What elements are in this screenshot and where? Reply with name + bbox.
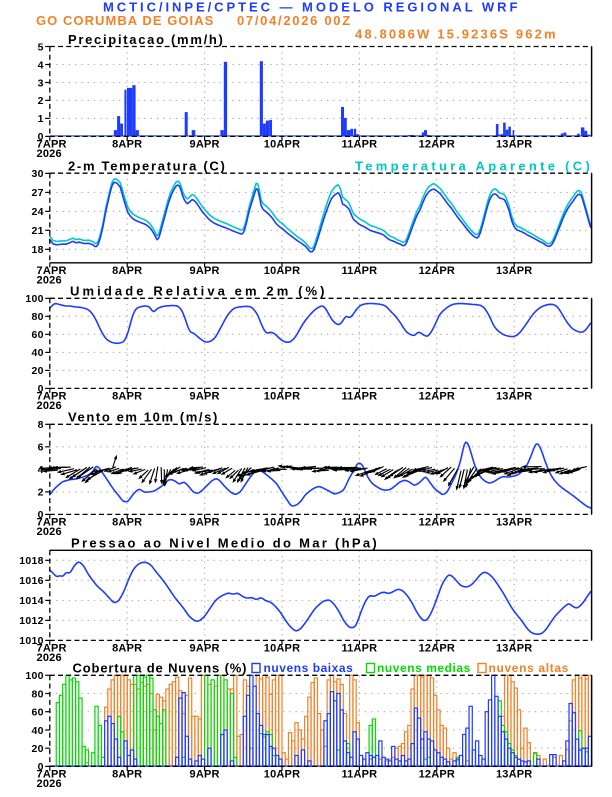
svg-text:nuvens baixas: nuvens baixas xyxy=(264,661,354,675)
svg-text:9APR: 9APR xyxy=(190,516,220,528)
svg-text:13APR: 13APR xyxy=(496,516,532,528)
svg-text:13APR: 13APR xyxy=(496,138,532,150)
svg-text:21: 21 xyxy=(32,225,44,237)
svg-text:1012: 1012 xyxy=(19,615,44,627)
svg-text:13APR: 13APR xyxy=(496,768,532,780)
svg-text:12APR: 12APR xyxy=(419,265,455,277)
svg-text:20: 20 xyxy=(32,365,44,377)
svg-text:20: 20 xyxy=(32,743,44,755)
svg-text:9APR: 9APR xyxy=(190,768,220,780)
svg-text:60: 60 xyxy=(32,329,44,341)
svg-text:12APR: 12APR xyxy=(419,138,455,150)
svg-text:11APR: 11APR xyxy=(341,265,377,277)
svg-text:Temperatura Aparente (C): Temperatura Aparente (C) xyxy=(355,158,593,173)
svg-text:2026: 2026 xyxy=(37,778,62,790)
svg-text:07/04/2026 00Z: 07/04/2026 00Z xyxy=(237,13,352,28)
svg-text:nuvens medias: nuvens medias xyxy=(377,661,471,675)
svg-text:8APR: 8APR xyxy=(112,516,142,528)
svg-text:8APR: 8APR xyxy=(112,138,142,150)
svg-text:1018: 1018 xyxy=(19,555,44,567)
svg-text:9APR: 9APR xyxy=(190,138,220,150)
svg-text:8APR: 8APR xyxy=(112,768,142,780)
svg-text:60: 60 xyxy=(32,707,44,719)
svg-text:12APR: 12APR xyxy=(419,642,455,654)
svg-text:2: 2 xyxy=(38,487,44,499)
svg-text:4: 4 xyxy=(38,59,44,71)
svg-text:13APR: 13APR xyxy=(496,265,532,277)
svg-text:2026: 2026 xyxy=(37,274,62,286)
svg-text:2-m Temperatura (C): 2-m Temperatura (C) xyxy=(68,158,226,173)
svg-text:12APR: 12APR xyxy=(419,768,455,780)
svg-text:11APR: 11APR xyxy=(341,390,377,402)
svg-text:12APR: 12APR xyxy=(419,390,455,402)
svg-text:9APR: 9APR xyxy=(190,390,220,402)
svg-text:11APR: 11APR xyxy=(341,642,377,654)
svg-text:GO CORUMBA DE GOIAS: GO CORUMBA DE GOIAS xyxy=(36,13,214,28)
svg-text:30: 30 xyxy=(32,168,44,180)
svg-text:10APR: 10APR xyxy=(264,265,300,277)
svg-text:1014: 1014 xyxy=(19,595,44,607)
svg-text:Vento em 10m (m/s): Vento em 10m (m/s) xyxy=(68,410,219,425)
svg-text:13APR: 13APR xyxy=(496,390,532,402)
svg-text:80: 80 xyxy=(32,688,44,700)
svg-text:10APR: 10APR xyxy=(264,138,300,150)
svg-text:Precipitacao (mm/h): Precipitacao (mm/h) xyxy=(68,32,225,47)
svg-text:Cobertura de Nuvens (%): Cobertura de Nuvens (%) xyxy=(73,661,248,676)
svg-text:18: 18 xyxy=(32,244,44,256)
svg-text:11APR: 11APR xyxy=(341,516,377,528)
svg-text:40: 40 xyxy=(32,347,44,359)
svg-text:10APR: 10APR xyxy=(264,768,300,780)
svg-text:24: 24 xyxy=(32,206,44,218)
svg-text:nuvens altas: nuvens altas xyxy=(489,661,570,675)
svg-text:48.8086W 15.9236S 962m: 48.8086W 15.9236S 962m xyxy=(355,27,558,42)
svg-text:10APR: 10APR xyxy=(264,390,300,402)
svg-text:8: 8 xyxy=(38,419,44,431)
svg-text:10APR: 10APR xyxy=(264,642,300,654)
svg-text:2: 2 xyxy=(38,95,44,107)
svg-text:1016: 1016 xyxy=(19,575,44,587)
svg-text:5: 5 xyxy=(38,41,44,53)
svg-text:100: 100 xyxy=(25,293,43,305)
svg-text:27: 27 xyxy=(32,187,44,199)
svg-text:13APR: 13APR xyxy=(496,642,532,654)
svg-text:9APR: 9APR xyxy=(190,265,220,277)
svg-text:11APR: 11APR xyxy=(341,138,377,150)
svg-text:8APR: 8APR xyxy=(112,390,142,402)
svg-text:8APR: 8APR xyxy=(112,265,142,277)
svg-text:80: 80 xyxy=(32,311,44,323)
svg-text:2026: 2026 xyxy=(37,652,62,664)
svg-text:2026: 2026 xyxy=(37,148,62,160)
svg-text:8APR: 8APR xyxy=(112,642,142,654)
svg-text:1: 1 xyxy=(38,113,44,125)
svg-text:9APR: 9APR xyxy=(190,642,220,654)
svg-text:2026: 2026 xyxy=(37,526,62,538)
svg-text:40: 40 xyxy=(32,725,44,737)
svg-text:Umidade Relativa em 2m (%): Umidade Relativa em 2m (%) xyxy=(70,284,328,299)
svg-text:6: 6 xyxy=(38,442,44,454)
svg-text:2026: 2026 xyxy=(37,400,62,412)
svg-text:12APR: 12APR xyxy=(419,516,455,528)
svg-text:3: 3 xyxy=(38,77,44,89)
svg-text:11APR: 11APR xyxy=(341,768,377,780)
svg-text:100: 100 xyxy=(25,670,43,682)
svg-text:4: 4 xyxy=(38,464,44,476)
svg-text:10APR: 10APR xyxy=(264,516,300,528)
svg-text:Pressao ao Nivel Medio do Mar: Pressao ao Nivel Medio do Mar (hPa) xyxy=(71,536,379,551)
